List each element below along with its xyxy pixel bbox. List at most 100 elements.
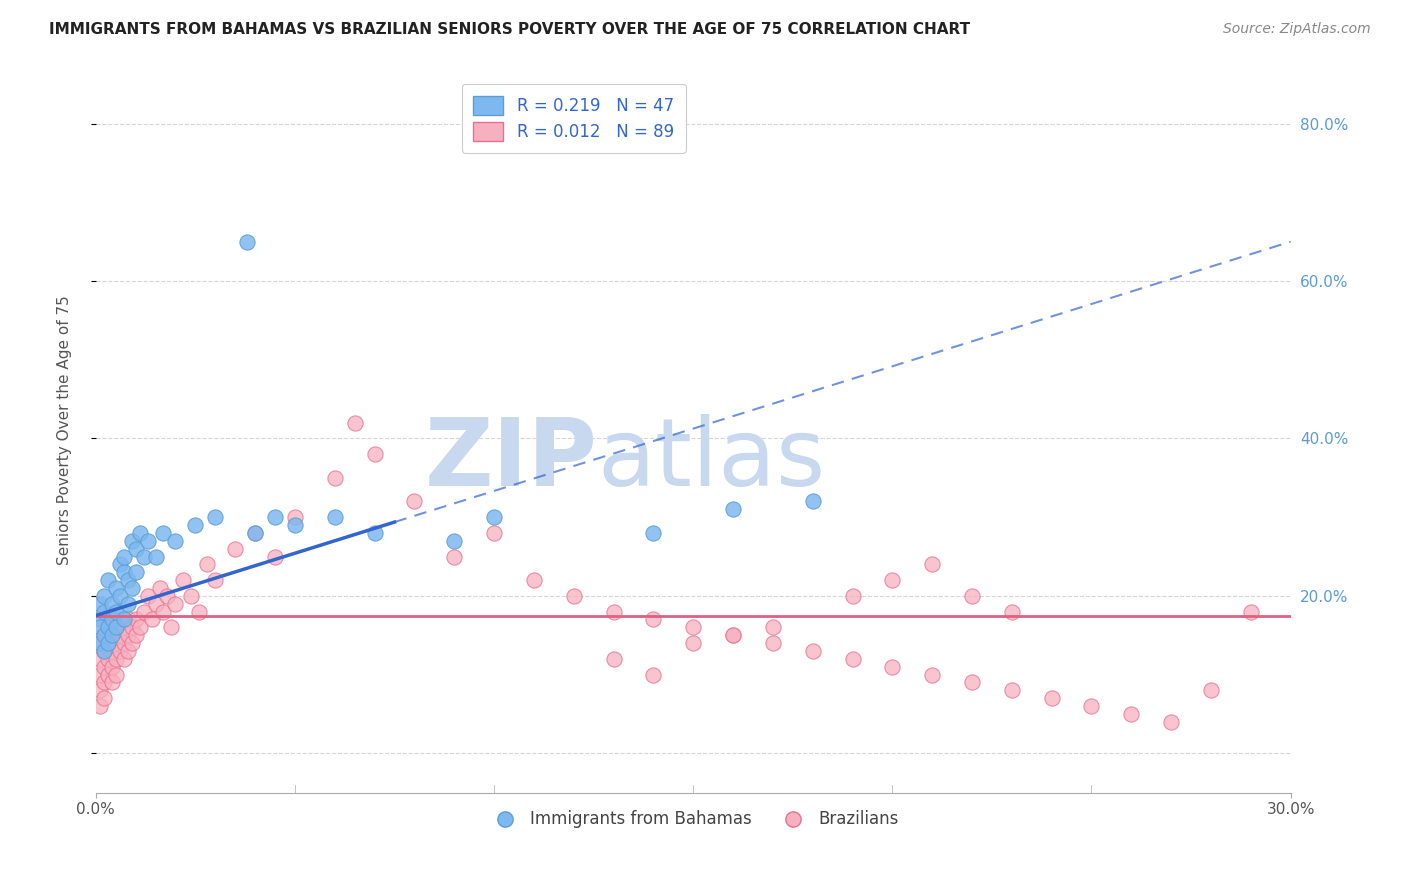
Point: [172, 573, 194, 587]
Point: [343, 416, 366, 430]
Point: [97, 636, 120, 650]
Point: [1080, 699, 1102, 714]
Point: [682, 636, 704, 650]
Point: [152, 605, 174, 619]
Point: [93, 589, 115, 603]
Point: [602, 605, 624, 619]
Point: [104, 581, 127, 595]
Point: [643, 525, 665, 540]
Point: [124, 566, 146, 580]
Point: [165, 597, 187, 611]
Point: [156, 589, 179, 603]
Point: [1240, 605, 1263, 619]
Point: [482, 525, 505, 540]
Point: [721, 502, 744, 516]
Point: [108, 589, 131, 603]
Point: [136, 533, 159, 548]
Point: [117, 644, 139, 658]
Point: [1001, 683, 1024, 698]
Point: [100, 644, 122, 658]
Point: [117, 612, 139, 626]
Point: [121, 533, 143, 548]
Point: [97, 667, 120, 681]
Point: [195, 558, 218, 572]
Point: [141, 612, 163, 626]
Point: [100, 612, 122, 626]
Point: [188, 605, 211, 619]
Point: [89, 620, 111, 634]
Point: [363, 447, 385, 461]
Point: [284, 518, 307, 533]
Point: [243, 525, 266, 540]
Point: [104, 652, 127, 666]
Point: [721, 628, 744, 642]
Point: [93, 659, 115, 673]
Point: [801, 644, 824, 658]
Point: [100, 628, 122, 642]
Point: [117, 597, 139, 611]
Text: IMMIGRANTS FROM BAHAMAS VS BRAZILIAN SENIORS POVERTY OVER THE AGE OF 75 CORRELAT: IMMIGRANTS FROM BAHAMAS VS BRAZILIAN SEN…: [49, 22, 970, 37]
Point: [93, 628, 115, 642]
Point: [224, 541, 246, 556]
Point: [108, 612, 131, 626]
Point: [128, 525, 150, 540]
Point: [97, 636, 120, 650]
Point: [121, 581, 143, 595]
Point: [112, 612, 135, 626]
Point: [323, 471, 346, 485]
Point: [89, 597, 111, 611]
Legend: Immigrants from Bahamas, Brazilians: Immigrants from Bahamas, Brazilians: [481, 804, 905, 835]
Point: [136, 589, 159, 603]
Point: [104, 620, 127, 634]
Point: [323, 510, 346, 524]
Point: [124, 612, 146, 626]
Text: ZIP: ZIP: [425, 414, 598, 506]
Point: [762, 620, 785, 634]
Point: [89, 699, 111, 714]
Point: [363, 525, 385, 540]
Point: [284, 510, 307, 524]
Point: [204, 573, 226, 587]
Point: [443, 533, 465, 548]
Point: [97, 620, 120, 634]
Point: [602, 652, 624, 666]
Point: [145, 597, 167, 611]
Point: [108, 644, 131, 658]
Point: [165, 533, 187, 548]
Point: [562, 589, 585, 603]
Point: [721, 628, 744, 642]
Point: [236, 235, 259, 249]
Text: Source: ZipAtlas.com: Source: ZipAtlas.com: [1223, 22, 1371, 37]
Point: [1001, 605, 1024, 619]
Point: [97, 652, 120, 666]
Point: [1121, 706, 1143, 721]
Point: [93, 628, 115, 642]
Point: [100, 659, 122, 673]
Point: [112, 652, 135, 666]
Point: [264, 510, 287, 524]
Point: [121, 636, 143, 650]
Point: [93, 691, 115, 706]
Point: [100, 597, 122, 611]
Point: [921, 667, 943, 681]
Point: [124, 541, 146, 556]
Point: [1160, 714, 1182, 729]
Y-axis label: Seniors Poverty Over the Age of 75: Seniors Poverty Over the Age of 75: [58, 296, 72, 566]
Point: [682, 620, 704, 634]
Point: [960, 675, 983, 690]
Point: [243, 525, 266, 540]
Point: [762, 636, 785, 650]
Point: [643, 612, 665, 626]
Text: atlas: atlas: [598, 414, 825, 506]
Point: [124, 628, 146, 642]
Point: [93, 675, 115, 690]
Point: [1040, 691, 1063, 706]
Point: [93, 644, 115, 658]
Point: [160, 620, 183, 634]
Point: [801, 494, 824, 508]
Point: [89, 636, 111, 650]
Point: [112, 566, 135, 580]
Point: [643, 667, 665, 681]
Point: [180, 589, 202, 603]
Point: [264, 549, 287, 564]
